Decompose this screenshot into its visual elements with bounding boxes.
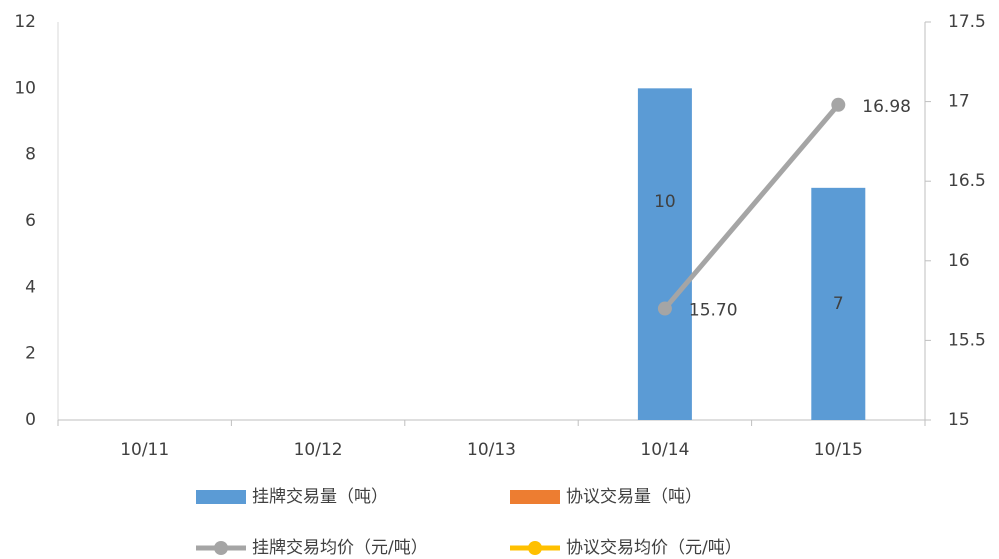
point-value-label: 16.98 bbox=[862, 97, 911, 117]
y2-tick-label: 17 bbox=[948, 92, 970, 112]
legend-label: 挂牌交易均价（元/吨） bbox=[252, 538, 428, 558]
y-tick-label: 0 bbox=[25, 410, 36, 430]
x-tick-label: 10/12 bbox=[294, 440, 343, 460]
y2-tick-label: 15.5 bbox=[948, 330, 986, 350]
y2-tick-label: 16.5 bbox=[948, 171, 986, 191]
x-tick-label: 10/11 bbox=[120, 440, 169, 460]
legend-label: 协议交易量（吨） bbox=[566, 487, 702, 507]
point-value-label: 15.70 bbox=[689, 301, 738, 321]
x-tick-label: 10/14 bbox=[640, 440, 689, 460]
line bbox=[662, 103, 841, 311]
legend-swatch-point bbox=[528, 541, 542, 555]
line-point bbox=[657, 301, 672, 316]
legend-swatch-point bbox=[214, 541, 228, 555]
y-tick-label: 6 bbox=[25, 211, 36, 231]
bar-value-label: 7 bbox=[833, 294, 844, 314]
y2-tick-label: 16 bbox=[948, 251, 970, 271]
y-tick-label: 8 bbox=[25, 145, 36, 165]
y2-tick-label: 15 bbox=[948, 410, 970, 430]
legend-swatch bbox=[196, 490, 246, 504]
x-tick-label: 10/15 bbox=[814, 440, 863, 460]
y2-tick-label: 17.5 bbox=[948, 12, 986, 32]
bar bbox=[811, 187, 866, 420]
legend-label: 挂牌交易量（吨） bbox=[252, 487, 388, 507]
y-tick-label: 4 bbox=[25, 277, 36, 297]
line-point bbox=[831, 97, 846, 112]
y-tick-label: 10 bbox=[14, 78, 36, 98]
x-tick-label: 10/13 bbox=[467, 440, 516, 460]
y-tick-label: 12 bbox=[14, 12, 36, 32]
legend-swatch bbox=[510, 490, 560, 504]
bar bbox=[637, 88, 692, 420]
legend-label: 协议交易均价（元/吨） bbox=[566, 538, 742, 558]
y-tick-label: 2 bbox=[25, 344, 36, 364]
bar-value-label: 10 bbox=[654, 192, 676, 212]
